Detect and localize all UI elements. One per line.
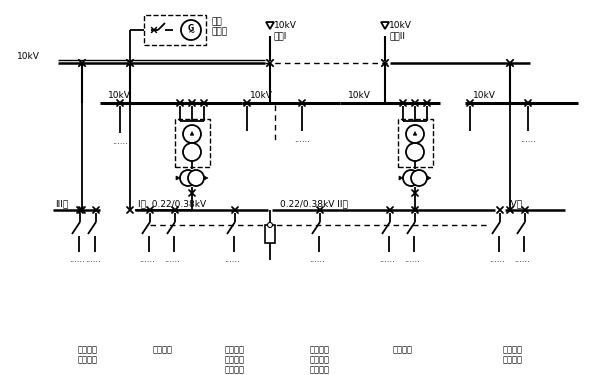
Text: ......: ...... (520, 135, 536, 144)
Text: 一般負荷: 一般負荷 (152, 345, 173, 354)
Text: ......: ...... (294, 135, 310, 144)
Text: ......: ...... (69, 255, 85, 264)
Text: 非消防的
保障負荷
（備用）: 非消防的 保障負荷 （備用） (225, 345, 245, 375)
Text: 消防負荷
（工作）: 消防負荷 （工作） (78, 345, 98, 364)
Text: 10kV: 10kV (348, 91, 371, 100)
Text: 0.22/0.38kV II段: 0.22/0.38kV II段 (280, 199, 348, 208)
Circle shape (183, 143, 201, 161)
Polygon shape (204, 176, 208, 180)
Polygon shape (413, 132, 417, 135)
Text: ......: ...... (139, 255, 155, 264)
Text: ......: ...... (164, 255, 180, 264)
Text: 柴油
發電機: 柴油 發電機 (212, 17, 228, 37)
Polygon shape (427, 176, 431, 180)
Text: 非消防的
保障負荷
（工作）: 非消防的 保障負荷 （工作） (310, 345, 330, 375)
Text: IV段: IV段 (508, 199, 522, 208)
Circle shape (403, 170, 419, 186)
Text: ......: ...... (379, 255, 395, 264)
Circle shape (188, 170, 204, 186)
Text: ......: ...... (224, 255, 240, 264)
Circle shape (181, 20, 201, 40)
Text: 10kV: 10kV (17, 52, 40, 61)
Text: ......: ...... (489, 255, 505, 264)
Polygon shape (266, 22, 274, 29)
Text: I段  0.22/0.38kV: I段 0.22/0.38kV (138, 199, 206, 208)
Text: 10kV: 10kV (108, 91, 131, 100)
Text: ......: ...... (514, 255, 530, 264)
Polygon shape (381, 22, 389, 29)
Circle shape (406, 125, 424, 143)
Text: 10kV
電源II: 10kV 電源II (389, 21, 412, 40)
Text: 10kV: 10kV (473, 91, 496, 100)
Circle shape (406, 143, 424, 161)
Text: 消防負荷
（備用）: 消防負荷 （備用） (503, 345, 523, 364)
Text: G: G (188, 24, 194, 33)
Circle shape (180, 170, 196, 186)
Polygon shape (176, 176, 180, 180)
Polygon shape (190, 132, 194, 135)
Text: ......: ...... (112, 136, 128, 146)
Text: ......: ...... (309, 255, 325, 264)
Text: 10kV: 10kV (250, 91, 273, 100)
Text: III段: III段 (55, 199, 68, 208)
Text: ......: ...... (85, 255, 101, 264)
Circle shape (268, 222, 272, 228)
Circle shape (411, 170, 427, 186)
Text: ~: ~ (187, 28, 195, 38)
FancyBboxPatch shape (265, 225, 275, 243)
Circle shape (183, 125, 201, 143)
Text: 10kV
電源I: 10kV 電源I (274, 21, 297, 40)
Polygon shape (399, 176, 403, 180)
Text: ......: ...... (404, 255, 420, 264)
Text: 一般負荷: 一般負荷 (392, 345, 413, 354)
